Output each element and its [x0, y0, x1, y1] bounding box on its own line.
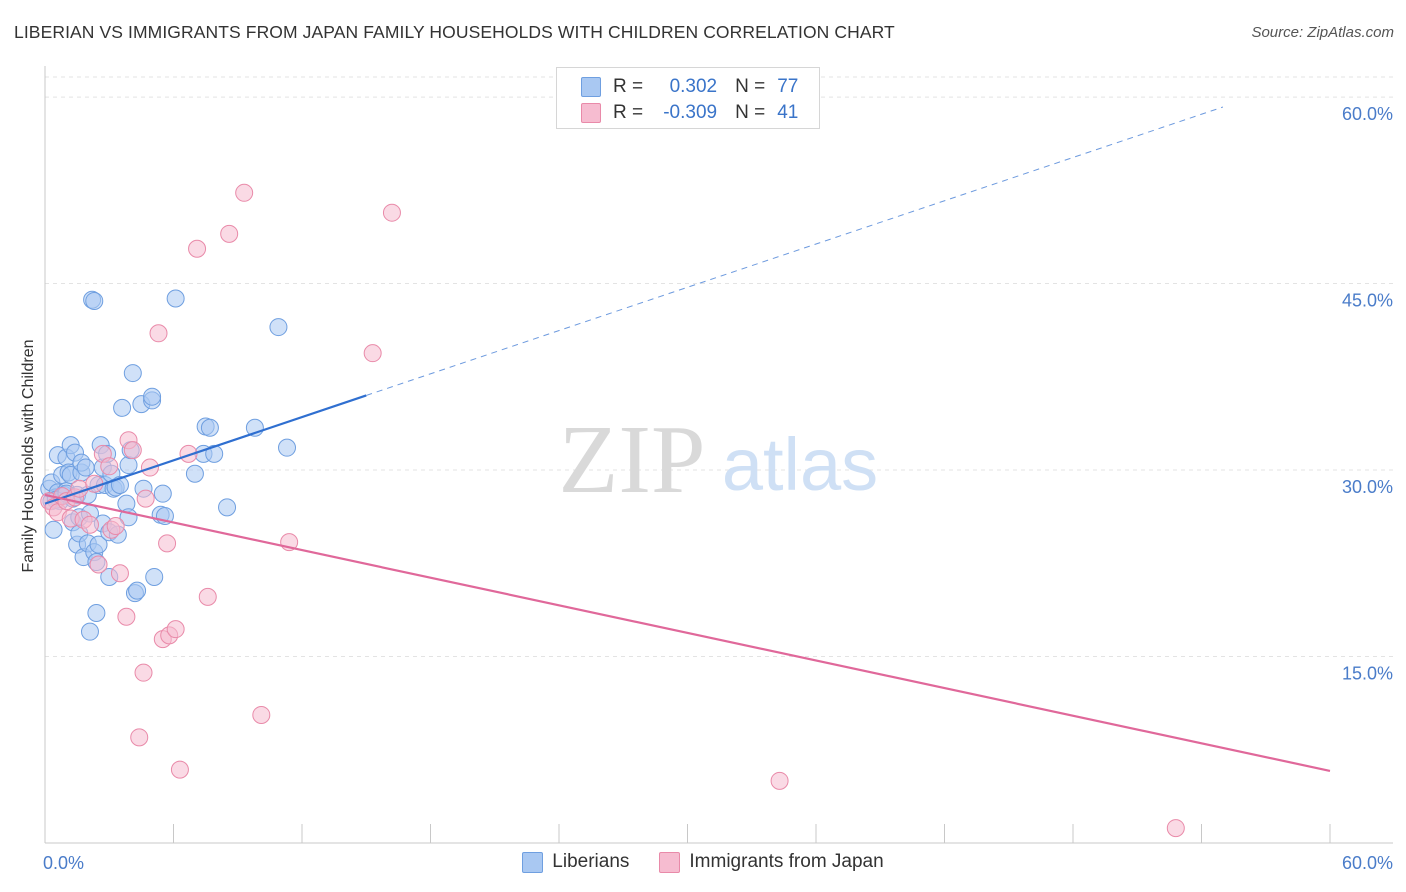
liberian-point	[200, 418, 219, 437]
japan-point	[382, 203, 401, 222]
liberian-point	[269, 318, 288, 337]
y-tick-label: 60.0%	[1342, 104, 1393, 124]
japan-point	[235, 183, 254, 202]
legend-swatch-pink	[581, 103, 601, 123]
legend-item-liberians[interactable]: Liberians	[522, 851, 629, 873]
japan-point	[149, 324, 168, 343]
y-tick-label: 45.0%	[1342, 291, 1393, 311]
axes	[44, 66, 1393, 844]
japan-point	[158, 534, 177, 553]
legend-row-japan: R = -0.309 N = 41	[581, 100, 798, 126]
legend-row-liberians: R = 0.302 N = 77	[581, 74, 798, 100]
japan-point	[123, 441, 142, 460]
correlation-legend: R = 0.302 N = 77 R = -0.309 N = 41	[556, 67, 820, 129]
series-legend: Liberians Immigrants from Japan	[0, 851, 1406, 873]
japan-point	[130, 728, 149, 747]
liberian-point	[80, 622, 99, 641]
gridlines	[45, 76, 1393, 658]
legend-label-japan: Immigrants from Japan	[689, 851, 884, 872]
liberian-point	[76, 458, 95, 477]
legend-label-liberians: Liberians	[552, 851, 630, 872]
watermark-atlas: atlas	[722, 423, 878, 506]
series-liberians-points	[40, 289, 297, 641]
legend-n-value: 41	[777, 102, 799, 123]
japan-point	[166, 620, 185, 639]
liberian-trend-extension	[366, 106, 1224, 396]
liberian-point	[44, 520, 63, 539]
japan-point	[110, 564, 129, 583]
watermark-zip: ZIP	[559, 406, 706, 514]
liberian-point	[123, 364, 142, 383]
japan-point	[106, 516, 125, 535]
liberian-point	[205, 444, 224, 463]
liberian-point	[128, 581, 147, 600]
watermark: ZIP atlas	[559, 406, 879, 514]
legend-r-label: R =	[613, 102, 644, 123]
y-tick-label: 30.0%	[1342, 477, 1393, 497]
japan-point	[188, 239, 207, 258]
liberian-point	[185, 464, 204, 483]
japan-point	[770, 771, 789, 790]
y-tick-label: 15.0%	[1342, 664, 1393, 684]
legend-item-japan[interactable]: Immigrants from Japan	[659, 851, 884, 873]
legend-n-value: 77	[777, 76, 799, 97]
japan-point	[363, 344, 382, 363]
legend-swatch-pink	[659, 851, 681, 873]
liberian-point	[87, 604, 106, 623]
liberian-point	[278, 438, 297, 457]
x-tick-labels: 0.0% 60.0%	[43, 853, 1393, 873]
liberian-point	[153, 484, 172, 503]
x-tick-label: 0.0%	[43, 853, 84, 873]
japan-point	[1166, 819, 1185, 838]
legend-n-label: N =	[735, 76, 766, 97]
japan-point	[117, 607, 136, 626]
japan-point	[89, 555, 108, 574]
legend-r-value: -0.309	[663, 102, 718, 123]
japan-point	[100, 457, 119, 476]
japan-point	[198, 587, 217, 606]
legend-swatch-blue	[522, 851, 544, 873]
japan-point	[179, 444, 198, 463]
x-tick-label: 60.0%	[1342, 853, 1393, 873]
liberian-point	[143, 387, 162, 406]
liberian-point	[89, 535, 108, 554]
trend-lines	[44, 106, 1331, 772]
legend-swatch-blue	[581, 77, 601, 97]
liberian-point	[145, 567, 164, 586]
liberian-point	[218, 498, 237, 517]
japan-point	[170, 760, 189, 779]
japan-point	[220, 224, 239, 243]
japan-point	[134, 663, 153, 682]
liberian-point	[113, 398, 132, 417]
legend-r-value: 0.302	[669, 76, 718, 97]
source-label: Source: ZipAtlas.com	[1251, 24, 1394, 41]
y-tick-labels: 15.0% 30.0% 45.0% 60.0%	[1342, 104, 1393, 683]
liberian-point	[166, 289, 185, 308]
chart-title: LIBERIAN VS IMMIGRANTS FROM JAPAN FAMILY…	[14, 22, 895, 42]
japan-trend-line	[44, 493, 1331, 772]
liberian-trend-line	[44, 394, 367, 505]
legend-r-label: R =	[613, 76, 644, 97]
liberian-point	[119, 456, 138, 475]
legend-n-label: N =	[735, 102, 766, 123]
liberian-point	[85, 291, 104, 310]
japan-point	[80, 515, 99, 534]
japan-point	[136, 489, 155, 508]
japan-point	[252, 705, 271, 724]
